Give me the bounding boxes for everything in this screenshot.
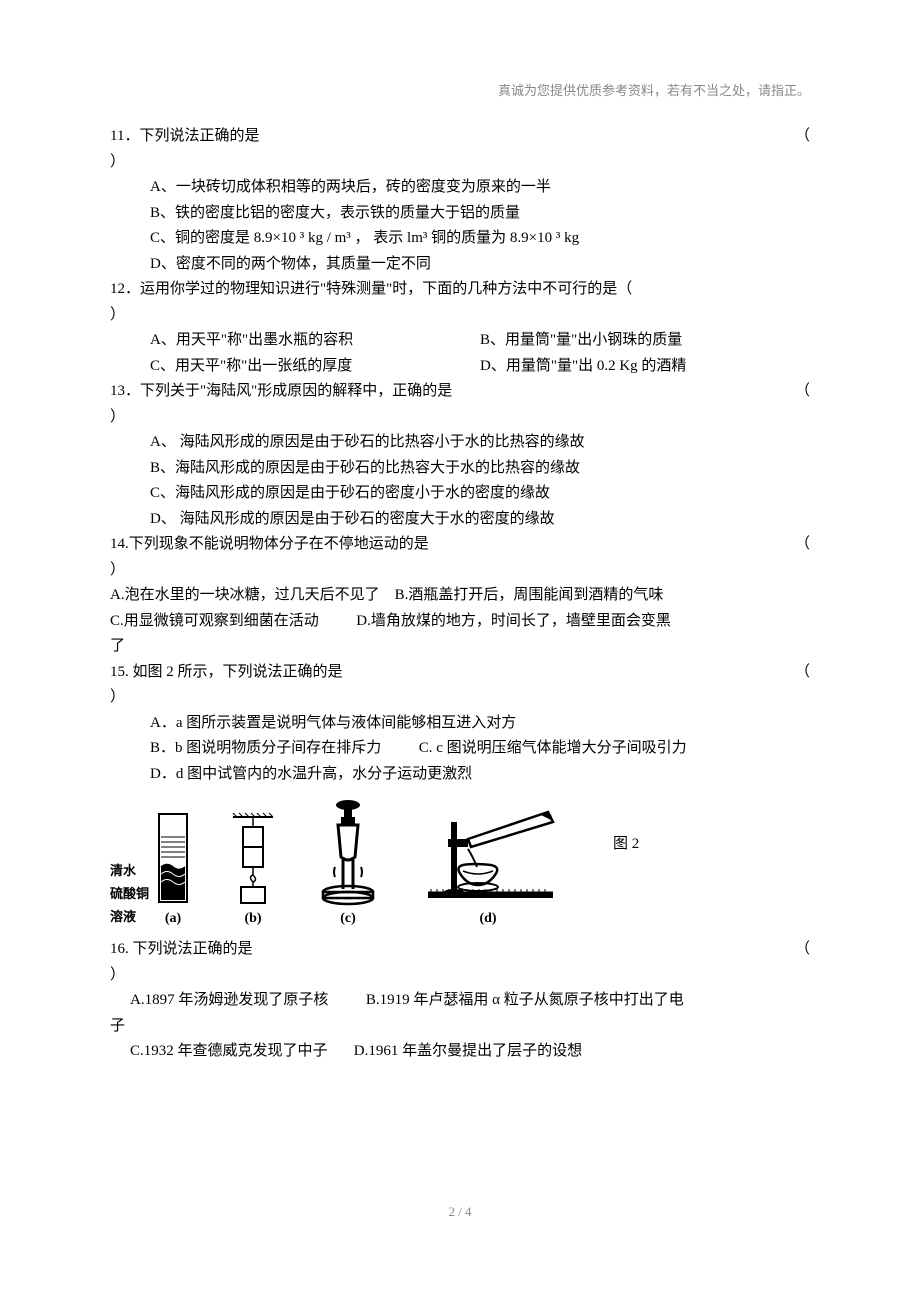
q15-bc: B．b 图说明物质分子间存在排斥力 C. c 图说明压缩气体能增大分子间吸引力: [110, 736, 810, 762]
q13-c: C、海陆风形成的原因是由于砂石的密度小于水的密度的缘故: [110, 481, 810, 507]
q11-d: D、密度不同的两个物体，其质量一定不同: [110, 252, 810, 278]
q14-c: C.用显微镜可观察到细菌在活动: [110, 613, 319, 629]
q12-stem: 12．运用你学过的物理知识进行"特殊测量"时，下面的几种方法中不可行的是（: [110, 277, 810, 303]
q11-close: ）: [110, 150, 810, 176]
figure-c-label: (c): [340, 911, 356, 927]
q14-ab: A.泡在水里的一块冰糖，过几天后不见了 B.酒瓶盖打开后，周围能闻到酒精的气味: [110, 583, 810, 609]
q15-stem-right: （: [795, 660, 810, 686]
q15-close: ）: [110, 685, 810, 711]
q11-stem: 11．下列说法正确的是 （: [110, 124, 810, 150]
label-cuso4: 硫酸铜: [110, 883, 149, 902]
q12-close: ）: [110, 303, 810, 329]
q12-a: A、用天平"称"出墨水瓶的容积: [150, 328, 480, 354]
q13-d: D、 海陆风形成的原因是由于砂石的密度大于水的密度的缘故: [110, 507, 810, 533]
figure-caption: 图 2: [613, 832, 639, 853]
q12-c: C、用天平"称"出一张纸的厚度: [150, 354, 480, 380]
page-footer: 2 / 4: [0, 1204, 920, 1220]
heating-setup-icon: [413, 797, 563, 907]
q14-stem: 14.下列现象不能说明物体分子在不停地运动的是 （: [110, 532, 810, 558]
figure-d-label: (d): [479, 911, 496, 927]
q11-a: A、一块砖切成体积相等的两块后，砖的密度变为原来的一半: [110, 175, 810, 201]
figure-b-label: (b): [244, 911, 261, 927]
q16-stem-left: 16. 下列说法正确的是: [110, 937, 253, 963]
label-water: 清水: [110, 860, 149, 879]
q14-close: ）: [110, 558, 810, 584]
q13-stem-left: 13．下列关于"海陆风"形成原因的解释中，正确的是: [110, 379, 452, 405]
figure-2: 清水 硫酸铜 溶液 (a): [110, 797, 810, 927]
q14-d: D.墙角放煤的地方，时间长了，墙壁里面会变黑: [356, 613, 671, 629]
q13-close: ）: [110, 405, 810, 431]
q13-a: A、 海陆风形成的原因是由于砂石的比热容小于水的比热容的缘故: [110, 430, 810, 456]
q16-stem: 16. 下列说法正确的是 （: [110, 937, 810, 963]
figure-side-labels: 清水 硫酸铜 溶液: [110, 858, 149, 927]
q16-b: B.1919 年卢瑟福用 α 粒子从氮原子核中打出了电: [366, 992, 684, 1008]
q16-ab: A.1897 年汤姆逊发现了原子核 B.1919 年卢瑟福用 α 粒子从氮原子核…: [110, 988, 810, 1014]
figure-c: (c): [313, 797, 383, 927]
apparatus-c-icon: [313, 797, 383, 907]
q12-d: D、用量筒"量"出 0.2 Kg 的酒精: [480, 354, 810, 380]
q11-b: B、铁的密度比铝的密度大，表示铁的质量大于铝的质量: [110, 201, 810, 227]
q15-c: C. c 图说明压缩气体能增大分子间吸引力: [419, 740, 687, 756]
q15-b: B．b 图说明物质分子间存在排斥力: [150, 740, 381, 756]
q14-stem-left: 14.下列现象不能说明物体分子在不停地运动的是: [110, 532, 429, 558]
q14-a: A.泡在水里的一块冰糖，过几天后不见了: [110, 587, 380, 603]
q14-b: B.酒瓶盖打开后，周围能闻到酒精的气味: [395, 587, 664, 603]
q15-stem-left: 15. 如图 2 所示，下列说法正确的是: [110, 660, 343, 686]
q16-a: A.1897 年汤姆逊发现了原子核: [130, 992, 328, 1008]
q15-d: D．d 图中试管内的水温升高，水分子运动更激烈: [110, 762, 810, 788]
q15-stem: 15. 如图 2 所示，下列说法正确的是 （: [110, 660, 810, 686]
q16-c: C.1932 年查德威克发现了中子: [130, 1043, 328, 1059]
q16-b2: 子: [110, 1014, 810, 1040]
q13-stem: 13．下列关于"海陆风"形成原因的解释中，正确的是 （: [110, 379, 810, 405]
q16-stem-right: （: [795, 937, 810, 963]
spring-weight-icon: [223, 812, 283, 907]
page-content: 真诚为您提供优质参考资料，若有不当之处，请指正。 11．下列说法正确的是 （ ）…: [0, 0, 920, 1125]
q16-close: ）: [110, 963, 810, 989]
figure-a-label: (a): [165, 911, 181, 927]
q16-cd: C.1932 年查德威克发现了中子 D.1961 年盖尔曼提出了层子的设想: [110, 1039, 810, 1065]
header-note: 真诚为您提供优质参考资料，若有不当之处，请指正。: [110, 80, 810, 99]
figure-d: (d): [413, 797, 563, 927]
q11-c: C、铜的密度是 8.9×10 ³ kg / m³ ， 表示 lm³ 铜的质量为 …: [110, 226, 810, 252]
q13-stem-right: （: [795, 379, 810, 405]
figure-a: (a): [153, 812, 193, 927]
q11-stem-left: 11．下列说法正确的是: [110, 124, 259, 150]
q14-cd: C.用显微镜可观察到细菌在活动 D.墙角放煤的地方，时间长了，墙壁里面会变黑: [110, 609, 810, 635]
beaker-icon: [153, 812, 193, 907]
label-solution: 溶液: [110, 906, 149, 925]
q13-b: B、海陆风形成的原因是由于砂石的比热容大于水的比热容的缘故: [110, 456, 810, 482]
q12-b: B、用量筒"量"出小钢珠的质量: [480, 328, 810, 354]
q14-stem-right: （: [795, 532, 810, 558]
figure-b: (b): [223, 812, 283, 927]
q14-d2: 了: [110, 634, 810, 660]
q16-d: D.1961 年盖尔曼提出了层子的设想: [354, 1043, 582, 1059]
q11-stem-right: （: [795, 124, 810, 150]
q15-a: A．a 图所示装置是说明气体与液体间能够相互进入对方: [110, 711, 810, 737]
